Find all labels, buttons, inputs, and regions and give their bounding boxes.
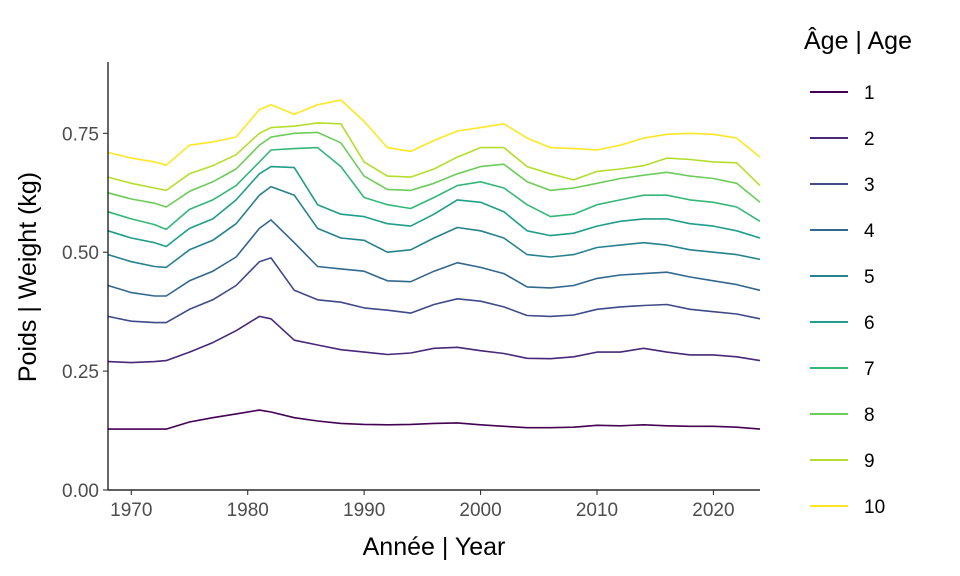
legend-label-age-4: 4 <box>864 221 875 242</box>
legend-label-age-6: 6 <box>864 313 875 334</box>
x-axis-title: Année | Year <box>363 533 506 561</box>
y-tick-label: 0.00 <box>62 481 99 502</box>
legend-label-age-8: 8 <box>864 405 875 426</box>
x-tick-label: 2000 <box>459 500 501 521</box>
y-tick-label: 0.50 <box>62 243 99 264</box>
x-tick-label: 1970 <box>110 500 152 521</box>
series-line-age-3 <box>107 257 761 324</box>
series-line-age-10 <box>107 99 761 166</box>
legend-label-age-7: 7 <box>864 359 875 380</box>
series-line-age-1 <box>108 409 761 430</box>
legend-label-age-3: 3 <box>864 175 875 196</box>
series-line-age-6 <box>107 165 761 248</box>
x-tick-label: 1980 <box>227 500 269 521</box>
y-tick-label: 0.25 <box>62 362 99 383</box>
y-axis: 0.00 0.25 0.50 0.75 <box>62 62 109 502</box>
legend-label-age-9: 9 <box>864 451 875 472</box>
series-line-age-2 <box>107 315 761 364</box>
series-line-age-4 <box>107 219 761 297</box>
x-tick-label: 1990 <box>343 500 385 521</box>
series-line-age-9 <box>107 122 761 192</box>
x-axis: 1970 1980 1990 2000 2010 2020 <box>108 489 760 521</box>
legend-title: Âge | Age <box>804 26 912 55</box>
legend-label-age-1: 1 <box>864 83 875 104</box>
y-tick-label: 0.75 <box>62 124 99 145</box>
legend-label-age-2: 2 <box>864 129 875 150</box>
series-line-age-5 <box>107 185 761 269</box>
legend-label-age-5: 5 <box>864 267 875 288</box>
series-line-age-7 <box>107 146 761 231</box>
x-tick-label: 2010 <box>576 500 618 521</box>
x-tick-label: 2020 <box>692 500 734 521</box>
series-line-age-8 <box>107 131 761 208</box>
legend: Âge | Age 1 2 3 4 5 6 7 8 9 10 <box>804 26 912 518</box>
legend-label-age-10: 10 <box>864 497 885 518</box>
plot-area <box>107 99 761 430</box>
y-axis-title: Poids | Weight (kg) <box>14 172 42 382</box>
